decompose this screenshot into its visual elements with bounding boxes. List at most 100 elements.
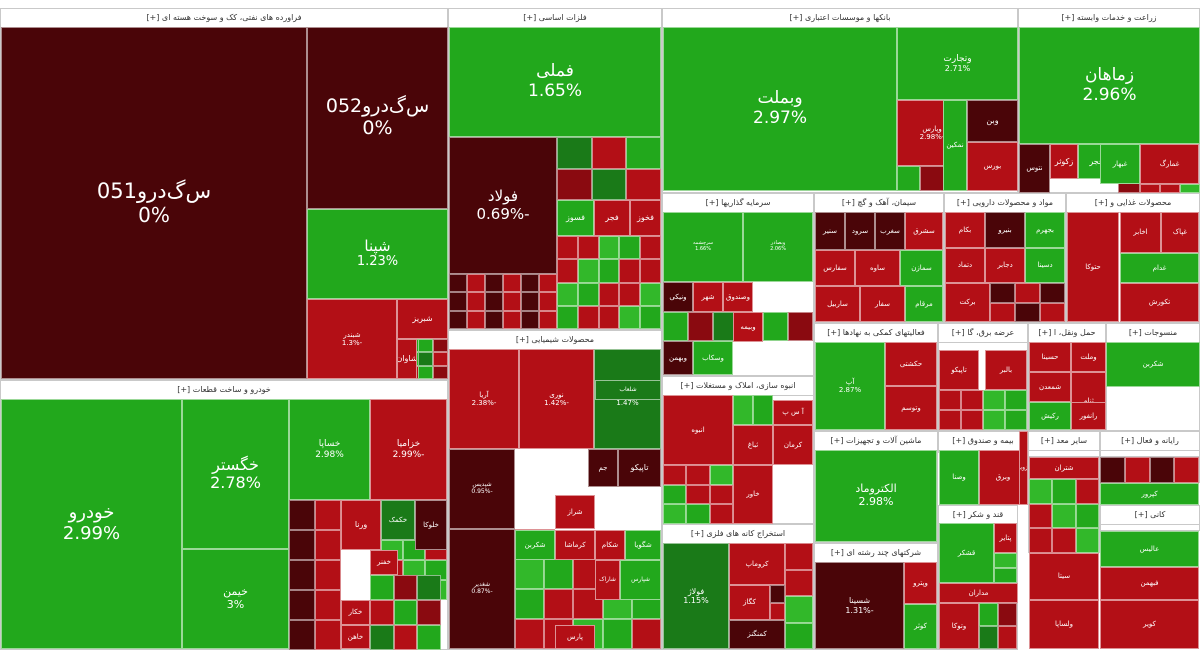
stock-tile[interactable]: پتایر xyxy=(994,523,1017,553)
sector-title[interactable]: کانی [+] xyxy=(1101,506,1199,525)
stock-tile[interactable]: نمکین xyxy=(943,100,967,191)
stock-tile-mini[interactable] xyxy=(289,590,315,620)
stock-tile-mini[interactable] xyxy=(663,312,688,341)
stock-tile[interactable]: آریا -2.38% xyxy=(449,349,519,449)
sector-title[interactable]: فلزات اساسی [+] xyxy=(449,9,661,28)
stock-tile-mini[interactable] xyxy=(393,600,418,625)
stock-tile[interactable]: جم xyxy=(588,449,618,487)
stock-tile-mini[interactable] xyxy=(485,292,503,311)
stock-tile-mini[interactable] xyxy=(515,619,545,649)
stock-tile[interactable]: الکتروماد 2.98% xyxy=(815,450,937,542)
stock-tile[interactable]: شسینا -1.31% xyxy=(815,562,904,649)
stock-tile-mini[interactable] xyxy=(663,465,687,485)
stock-tile[interactable]: خکمک xyxy=(381,500,415,540)
stock-tile-mini[interactable] xyxy=(619,236,641,260)
stock-tile-mini[interactable] xyxy=(939,410,961,430)
sector-title[interactable]: فراورده های نفتی، کک و سوخت هسته ای [+] xyxy=(1,9,447,28)
stock-tile-mini[interactable] xyxy=(709,465,733,485)
stock-tile-mini[interactable] xyxy=(557,282,578,306)
stock-tile-mini[interactable] xyxy=(1124,457,1150,483)
stock-tile[interactable]: فجر xyxy=(594,200,630,236)
stock-tile-mini[interactable] xyxy=(1040,283,1065,303)
stock-tile[interactable]: شمعدن xyxy=(1029,372,1071,402)
stock-tile[interactable]: فسوز xyxy=(557,200,594,236)
stock-tile-mini[interactable] xyxy=(315,530,341,560)
stock-tile-mini[interactable] xyxy=(763,312,788,341)
stock-tile[interactable]: خگستر 2.78% xyxy=(182,399,289,549)
stock-tile[interactable]: فولاژ 1.15% xyxy=(663,543,729,649)
stock-tile-mini[interactable] xyxy=(709,484,733,505)
stock-tile[interactable]: کروماپ xyxy=(729,543,785,585)
stock-tile[interactable]: کرماشا xyxy=(555,530,595,560)
stock-tile[interactable]: کویر xyxy=(1100,600,1199,649)
stock-tile-mini[interactable] xyxy=(577,236,599,260)
stock-tile-mini[interactable] xyxy=(619,282,641,306)
stock-tile-mini[interactable] xyxy=(753,395,773,425)
stock-tile[interactable]: بورس xyxy=(967,142,1018,191)
stock-tile-mini[interactable] xyxy=(557,305,578,329)
stock-tile-mini[interactable] xyxy=(979,626,998,649)
stock-tile[interactable]: وسکاب xyxy=(693,341,733,375)
stock-tile-mini[interactable] xyxy=(521,274,539,293)
stock-tile-mini[interactable] xyxy=(557,259,578,283)
stock-tile-mini[interactable] xyxy=(939,390,961,410)
stock-tile-mini[interactable] xyxy=(557,137,592,169)
stock-tile[interactable]: شهر xyxy=(693,282,723,312)
stock-tile[interactable]: تاپیکو xyxy=(939,350,979,390)
stock-tile[interactable]: سرود xyxy=(845,212,875,250)
stock-tile[interactable]: مداران xyxy=(939,583,1018,603)
stock-tile-mini[interactable] xyxy=(990,283,1015,303)
stock-tile-mini[interactable] xyxy=(393,575,418,600)
stock-tile-mini[interactable] xyxy=(418,365,433,379)
stock-tile[interactable]: سمازن xyxy=(900,250,943,286)
stock-tile[interactable]: سرچشمه 1.66% xyxy=(663,212,743,282)
stock-tile[interactable]: برکت xyxy=(945,283,990,322)
stock-tile-mini[interactable] xyxy=(770,602,785,620)
stock-tile[interactable]: ولساپا xyxy=(1029,600,1099,649)
stock-tile-mini[interactable] xyxy=(485,274,503,293)
stock-tile-mini[interactable] xyxy=(577,305,599,329)
sector-title[interactable]: مواد و محصولات دارویی [+] xyxy=(945,194,1065,213)
stock-tile-mini[interactable] xyxy=(521,292,539,311)
stock-tile[interactable]: شلعاب xyxy=(595,380,661,400)
stock-tile-mini[interactable] xyxy=(544,589,574,619)
stock-tile[interactable]: خاور xyxy=(733,465,773,524)
stock-tile[interactable]: ثباغ xyxy=(733,425,773,465)
stock-tile-mini[interactable] xyxy=(602,619,632,649)
stock-tile-mini[interactable] xyxy=(433,339,448,353)
stock-tile-mini[interactable] xyxy=(663,504,687,524)
stock-tile[interactable]: سشرق xyxy=(905,212,943,250)
stock-tile[interactable]: وصندوق xyxy=(723,282,753,312)
stock-tile[interactable]: ونیکی xyxy=(663,282,693,312)
stock-tile-mini[interactable] xyxy=(1052,479,1076,504)
stock-tile[interactable]: غدام xyxy=(1120,253,1199,283)
stock-tile[interactable]: حکشتی xyxy=(885,342,937,386)
stock-tile[interactable]: وپترو xyxy=(904,562,937,604)
stock-tile-mini[interactable] xyxy=(393,625,418,650)
sector-title[interactable]: فعالیتهای کمکی به نهادها [+] xyxy=(815,324,937,343)
stock-tile[interactable]: بکام xyxy=(945,212,985,248)
stock-tile[interactable]: بجهرم xyxy=(1025,212,1065,248)
stock-tile[interactable]: رانفور xyxy=(1071,402,1106,430)
stock-tile-mini[interactable] xyxy=(467,292,485,311)
stock-tile[interactable]: وصنا xyxy=(939,450,979,505)
stock-tile-mini[interactable] xyxy=(990,302,1015,322)
stock-tile[interactable]: خاهن xyxy=(341,625,370,649)
stock-tile-mini[interactable] xyxy=(315,560,341,590)
stock-tile-mini[interactable] xyxy=(289,500,315,530)
stock-tile[interactable]: خفنر xyxy=(370,550,398,575)
stock-tile[interactable]: تاپیکو xyxy=(618,449,661,487)
stock-tile[interactable]: شاوان xyxy=(397,339,417,379)
stock-tile[interactable]: دسینا xyxy=(1025,248,1065,283)
stock-tile-mini[interactable] xyxy=(467,310,485,329)
stock-tile[interactable]: فخوز xyxy=(630,200,661,236)
stock-tile[interactable]: دتماد xyxy=(945,248,985,283)
stock-tile-mini[interactable] xyxy=(626,137,661,169)
stock-tile[interactable]: خلوکا xyxy=(415,500,447,550)
stock-tile-mini[interactable] xyxy=(1040,302,1065,322)
stock-tile-mini[interactable] xyxy=(1149,457,1175,483)
stock-tile-mini[interactable] xyxy=(544,559,574,589)
stock-tile-mini[interactable] xyxy=(515,589,545,619)
stock-tile-mini[interactable] xyxy=(1075,528,1099,553)
stock-tile-mini[interactable] xyxy=(785,596,813,623)
